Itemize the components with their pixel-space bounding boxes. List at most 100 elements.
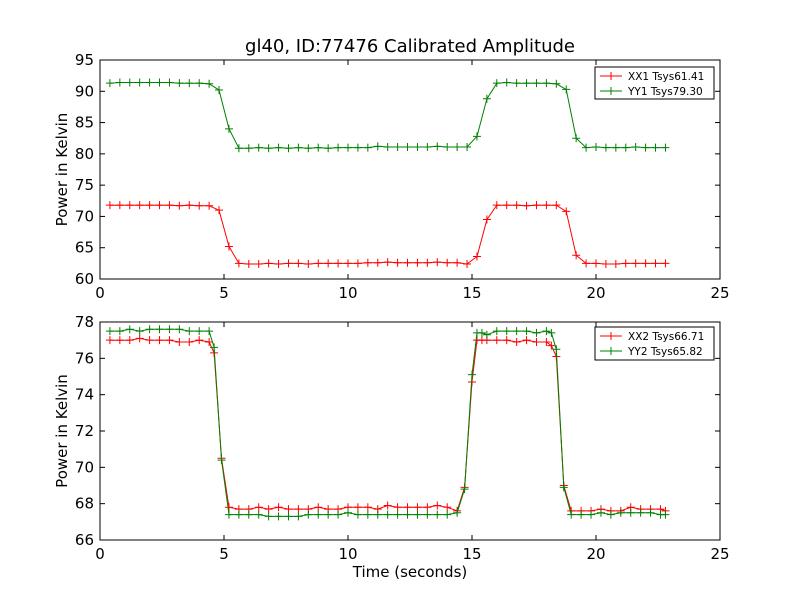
data-point (403, 258, 412, 267)
data-point (542, 337, 551, 346)
data-point (562, 207, 571, 216)
data-point (383, 501, 392, 510)
legend-box (594, 66, 715, 100)
data-point (383, 142, 392, 151)
y-axis-label: Power in Kelvin (53, 113, 71, 227)
data-point (621, 143, 630, 152)
data-point (244, 259, 253, 268)
data-point (559, 483, 568, 492)
data-point (661, 143, 670, 152)
subplot-top: 0 5 10 15 20 25 60 65 70 75 80 85 90 95 Power in Kelvi… (53, 51, 730, 302)
data-point (224, 510, 233, 519)
data-point (373, 142, 382, 151)
data-point (205, 79, 214, 88)
y-tick-label: 78 (75, 313, 94, 331)
data-point (294, 505, 303, 514)
y-tick-label: 72 (75, 422, 94, 440)
data-point (145, 336, 154, 345)
data-point (522, 327, 531, 336)
data-point (472, 132, 481, 141)
data-point (502, 201, 511, 210)
data-point (587, 510, 596, 519)
data-point (205, 201, 214, 210)
data-point (135, 334, 144, 343)
data-point (542, 201, 551, 210)
y-tick-label: 90 (75, 82, 94, 100)
data-point (492, 327, 501, 336)
data-point (542, 79, 551, 88)
data-point (616, 508, 625, 517)
data-point (363, 510, 372, 519)
x-tick-label: 20 (586, 284, 605, 302)
data-point (215, 206, 224, 215)
x-tick-label: 5 (219, 284, 229, 302)
legend-marker (607, 72, 615, 80)
data-point (274, 512, 283, 521)
data-point (334, 143, 343, 152)
legend-marker (607, 87, 615, 95)
y-tick-label: 74 (75, 386, 94, 404)
y-tick-label: 75 (75, 176, 94, 194)
data-point (542, 327, 551, 336)
data-point (314, 259, 323, 268)
data-point (601, 143, 610, 152)
data-point (373, 258, 382, 267)
data-point (532, 328, 541, 337)
data-point (115, 327, 124, 336)
legend-label: XX2 Tsys66.71 (628, 331, 704, 343)
x-tick-label: 0 (95, 284, 105, 302)
data-point (552, 201, 561, 210)
data-point (105, 201, 114, 210)
data-point (433, 501, 442, 510)
data-point (324, 510, 333, 519)
data-point (433, 258, 442, 267)
x-tick-label: 25 (710, 545, 729, 563)
data-point (195, 336, 204, 345)
data-point (145, 325, 154, 334)
data-point (433, 510, 442, 519)
data-point (115, 78, 124, 87)
data-point (363, 143, 372, 152)
data-point (512, 79, 521, 88)
legend: XX1 Tsys61.41 YY1 Tsys79.30 (594, 66, 715, 100)
data-point (443, 142, 452, 151)
data-point (244, 510, 253, 519)
series-2 (105, 78, 670, 153)
data-point (631, 142, 640, 151)
data-point (185, 79, 194, 88)
data-point (522, 79, 531, 88)
data-point (403, 142, 412, 151)
data-point (334, 510, 343, 519)
data-point (105, 336, 114, 345)
data-point (492, 79, 501, 88)
y-tick-label: 65 (75, 239, 94, 257)
data-point (477, 328, 486, 337)
data-point (482, 215, 491, 224)
data-point (165, 336, 174, 345)
data-point (155, 78, 164, 87)
data-point (165, 325, 174, 334)
data-point (532, 201, 541, 210)
data-point (234, 259, 243, 268)
data-point (284, 259, 293, 268)
data-point (334, 259, 343, 268)
data-point (363, 503, 372, 512)
data-point (393, 258, 402, 267)
data-point (175, 79, 184, 88)
data-point (522, 201, 531, 210)
data-point (601, 259, 610, 268)
data-point (217, 456, 226, 465)
x-tick-label: 0 (95, 545, 105, 563)
data-point (443, 503, 452, 512)
data-point (512, 337, 521, 346)
legend-label: YY1 Tsys79.30 (627, 86, 703, 98)
x-tick-label: 10 (338, 545, 357, 563)
data-point (115, 201, 124, 210)
data-point (621, 259, 630, 268)
legend-label: XX1 Tsys61.41 (628, 71, 704, 83)
data-point (562, 85, 571, 94)
data-point (294, 259, 303, 268)
data-point (577, 510, 586, 519)
data-point (215, 86, 224, 95)
